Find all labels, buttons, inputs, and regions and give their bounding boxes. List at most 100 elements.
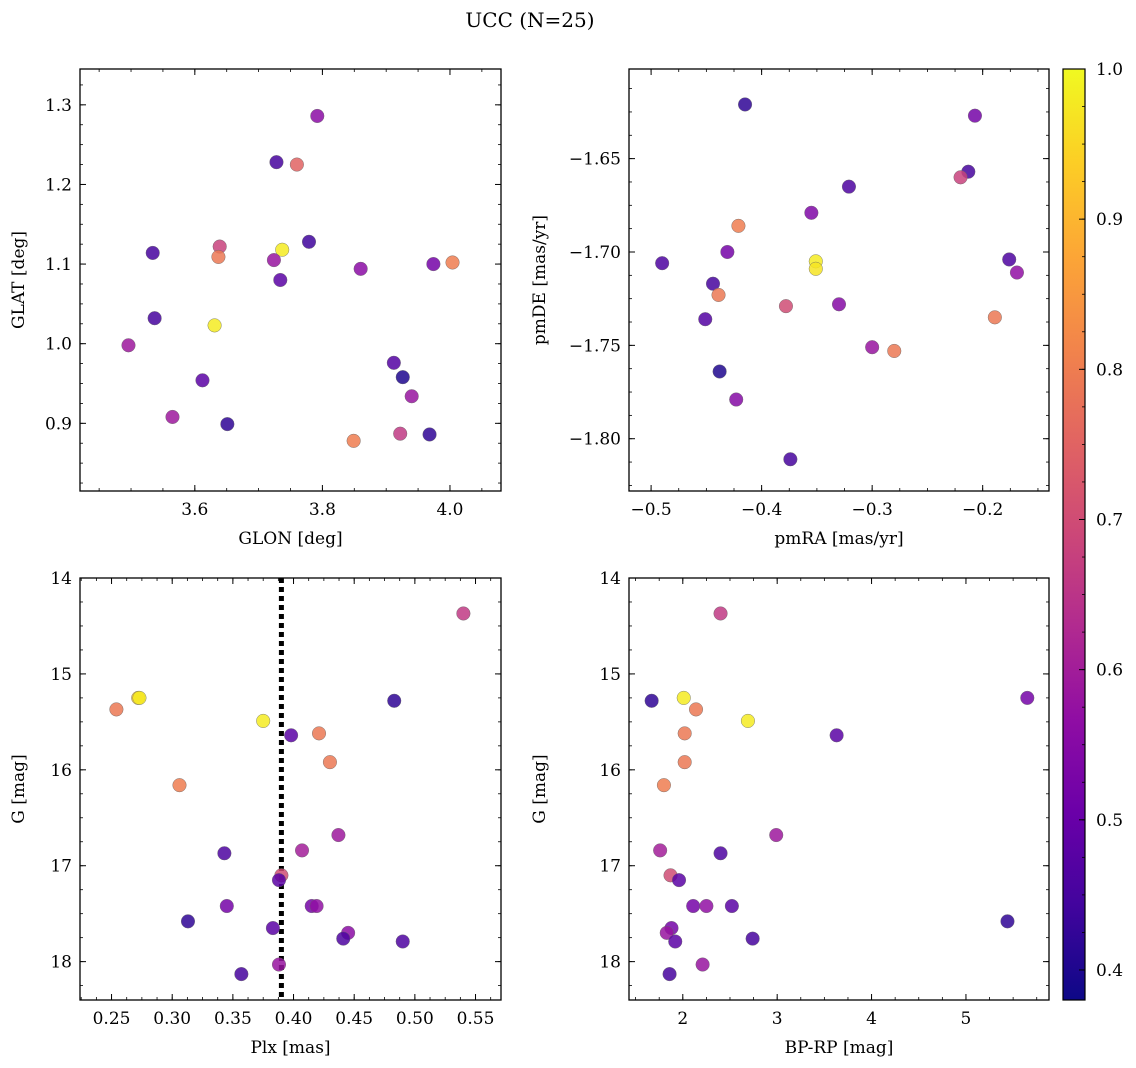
data-point — [655, 256, 670, 271]
data-point — [1009, 265, 1024, 280]
y-tick-label: 17 — [599, 857, 621, 877]
data-point — [745, 931, 760, 946]
data-point — [445, 255, 460, 270]
y-tick-label: 1.2 — [45, 175, 72, 195]
axes-frame — [628, 68, 1050, 492]
y-tick-label: 0.9 — [45, 414, 72, 434]
data-point — [234, 967, 249, 982]
x-tick-label: 3.6 — [181, 500, 208, 520]
data-point — [706, 276, 721, 291]
data-point — [217, 846, 232, 861]
data-point — [395, 934, 410, 949]
x-axis-label: Plx [mas] — [250, 1038, 330, 1058]
data-point — [1000, 914, 1015, 929]
data-point — [712, 364, 727, 379]
x-tick-label: 3.8 — [309, 500, 336, 520]
data-point — [731, 218, 746, 233]
data-point — [677, 726, 692, 741]
y-tick-label: 1.3 — [45, 96, 72, 116]
colorbar-tick-label: 0.9 — [1096, 210, 1123, 230]
data-point — [180, 914, 195, 929]
scatter-panel-1: 3.6 3.8 4.0 0.9 1.0 1.1 1.2 1.3 GLON [deg] GLAT [… — [9, 68, 502, 549]
y-axis-label: pmDE [mas/yr] — [530, 215, 550, 345]
data-point — [967, 108, 982, 123]
data-point — [456, 606, 471, 621]
data-point — [331, 828, 346, 843]
data-point — [738, 97, 753, 112]
data-point — [271, 957, 286, 972]
data-point — [656, 778, 671, 793]
y-axis-label: G [mag] — [530, 754, 550, 823]
data-point — [289, 157, 304, 172]
data-point — [778, 299, 793, 314]
data-point — [273, 273, 288, 288]
axes-frame — [628, 577, 1050, 1001]
data-point — [724, 899, 739, 914]
data-point — [887, 343, 902, 358]
colorbar-tick-label: 0.6 — [1096, 661, 1123, 681]
data-point — [312, 726, 327, 741]
data-point — [987, 310, 1002, 325]
data-point — [147, 311, 162, 326]
data-point — [219, 899, 234, 914]
x-axis-label: pmRA [mas/yr] — [774, 529, 903, 549]
data-point — [322, 755, 337, 770]
x-tick-label: 0.50 — [396, 1009, 434, 1029]
data-point — [295, 843, 310, 858]
data-point — [195, 373, 210, 388]
colorbar-tick-label: 0.8 — [1096, 360, 1123, 380]
y-tick-label: 16 — [599, 761, 621, 781]
x-tick-label: 2 — [677, 1009, 688, 1029]
data-point — [387, 693, 402, 708]
colorbar-tick-label: 0.7 — [1096, 510, 1123, 530]
x-tick-label: 0.45 — [335, 1009, 373, 1029]
data-point — [109, 702, 124, 717]
x-tick-label: 0.40 — [275, 1009, 313, 1029]
data-point — [121, 338, 136, 353]
x-tick-label: 5 — [961, 1009, 972, 1029]
scatter-panel-2: −0.5 −0.4 −0.3 −0.2 −1.80 −1.75 −1.70 −1.65 pmRA… — [530, 68, 1050, 549]
data-point — [729, 392, 744, 407]
data-point — [662, 967, 677, 982]
data-point — [689, 702, 704, 717]
data-point — [713, 846, 728, 861]
data-point — [769, 828, 784, 843]
data-point — [720, 244, 735, 259]
data-point — [386, 355, 401, 370]
data-point — [422, 427, 437, 442]
data-point — [699, 899, 714, 914]
data-point — [804, 205, 819, 220]
data-point — [653, 843, 668, 858]
data-point — [713, 606, 728, 621]
y-tick-label: 17 — [50, 857, 72, 877]
y-tick-label: 18 — [50, 953, 72, 973]
data-point — [865, 340, 880, 355]
x-tick-label: 0.30 — [153, 1009, 191, 1029]
data-point — [686, 899, 701, 914]
y-tick-label: 15 — [50, 665, 72, 685]
data-point — [132, 690, 147, 705]
data-point — [346, 433, 361, 448]
data-point — [676, 690, 691, 705]
y-tick-label: 15 — [599, 665, 621, 685]
figure-title: UCC (N=25) — [465, 8, 594, 32]
x-tick-label: 0.35 — [214, 1009, 252, 1029]
x-tick-label: 4.0 — [436, 500, 463, 520]
data-point — [644, 693, 659, 708]
data-point — [393, 426, 408, 441]
data-point — [659, 925, 674, 940]
x-tick-label: 0.55 — [457, 1009, 495, 1029]
data-point — [832, 297, 847, 312]
data-point — [353, 261, 368, 276]
data-point — [211, 249, 226, 264]
data-point — [269, 155, 284, 170]
axes-frame — [79, 68, 502, 492]
data-point — [220, 417, 235, 432]
y-tick-label: 1.1 — [45, 255, 72, 275]
y-tick-label: 18 — [599, 953, 621, 973]
y-tick-label: −1.80 — [569, 430, 621, 450]
data-point — [145, 245, 160, 260]
y-tick-label: 16 — [50, 761, 72, 781]
x-tick-label: 0.25 — [93, 1009, 131, 1029]
